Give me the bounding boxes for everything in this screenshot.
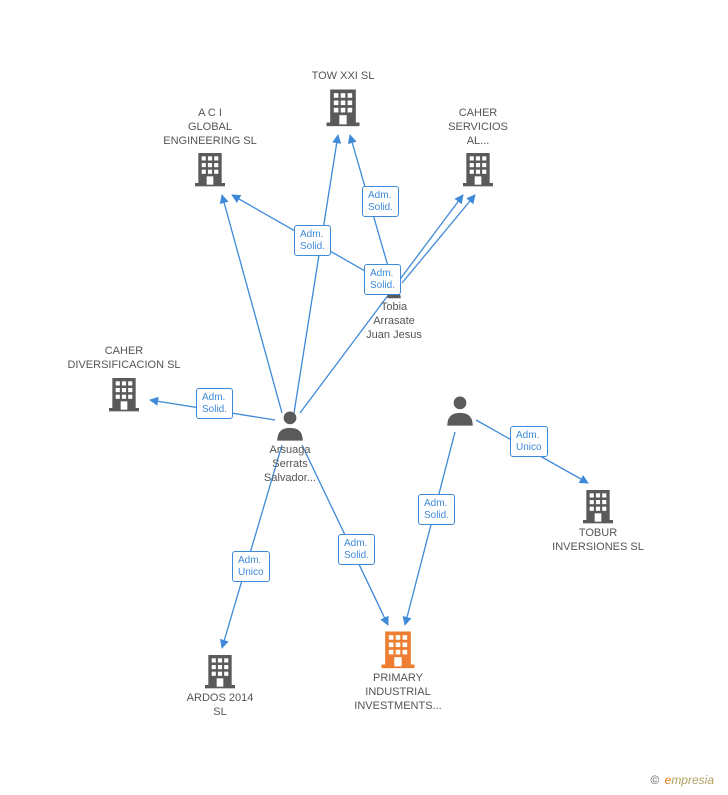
edge-label-e11: Adm. Unico (510, 426, 548, 457)
building-icon (333, 626, 463, 670)
node-tobur[interactable]: TOBUR INVERSIONES SL (538, 485, 658, 555)
brand-name: empresia (665, 773, 714, 787)
node-label: ARDOS 2014 SL (170, 692, 270, 720)
building-icon (155, 148, 265, 188)
node-ardos[interactable]: ARDOS 2014 SL (170, 650, 270, 720)
node-caher_serv[interactable]: CAHER SERVICIOS AL... (428, 107, 528, 190)
edge-e10 (405, 432, 455, 625)
building-icon (49, 373, 199, 413)
edge-e3 (294, 135, 338, 413)
node-label: PRIMARY INDUSTRIAL INVESTMENTS... (333, 672, 463, 713)
edge-e9 (402, 195, 475, 283)
edge-label-e9: Adm. Solid. (364, 264, 401, 295)
node-label: CAHER DIVERSIFICACION SL (49, 345, 199, 373)
node-caher_div[interactable]: CAHER DIVERSIFICACION SL (49, 345, 199, 415)
node-arsuaga[interactable]: Arsuaga Serrats Salvador... (245, 408, 335, 485)
diagram-canvas: TOW XXI SL A C I GLOBAL ENGINEERING SL C… (0, 0, 728, 795)
node-label: A C I GLOBAL ENGINEERING SL (155, 107, 265, 148)
copyright-symbol: © (650, 773, 659, 787)
person-icon (245, 408, 335, 442)
edge-label-e5: Adm. Unico (232, 551, 270, 582)
building-icon (170, 650, 270, 690)
node-label: Arsuaga Serrats Salvador... (245, 444, 335, 485)
edge-e2 (222, 195, 282, 413)
edge-label-e1: Adm. Solid. (196, 388, 233, 419)
node-label: CAHER SERVICIOS AL... (428, 107, 528, 148)
building-icon (538, 485, 658, 525)
edge-label-e8: Adm. Solid. (362, 186, 399, 217)
node-label: Tobia Arrasate Juan Jesus (349, 301, 439, 342)
edge-label-e6: Adm. Solid. (338, 534, 375, 565)
node-person3[interactable] (443, 393, 477, 429)
node-aci[interactable]: A C I GLOBAL ENGINEERING SL (155, 107, 265, 190)
node-label: TOBUR INVERSIONES SL (538, 527, 658, 555)
node-primary[interactable]: PRIMARY INDUSTRIAL INVESTMENTS... (333, 626, 463, 713)
person-icon (443, 393, 477, 427)
building-icon (283, 84, 403, 128)
footer-attribution: © empresia (650, 773, 714, 787)
node-tow[interactable]: TOW XXI SL (283, 70, 403, 130)
edge-label-e3: Adm. Solid. (294, 225, 331, 256)
node-label: TOW XXI SL (283, 70, 403, 84)
edge-label-e10: Adm. Solid. (418, 494, 455, 525)
building-icon (428, 148, 528, 188)
